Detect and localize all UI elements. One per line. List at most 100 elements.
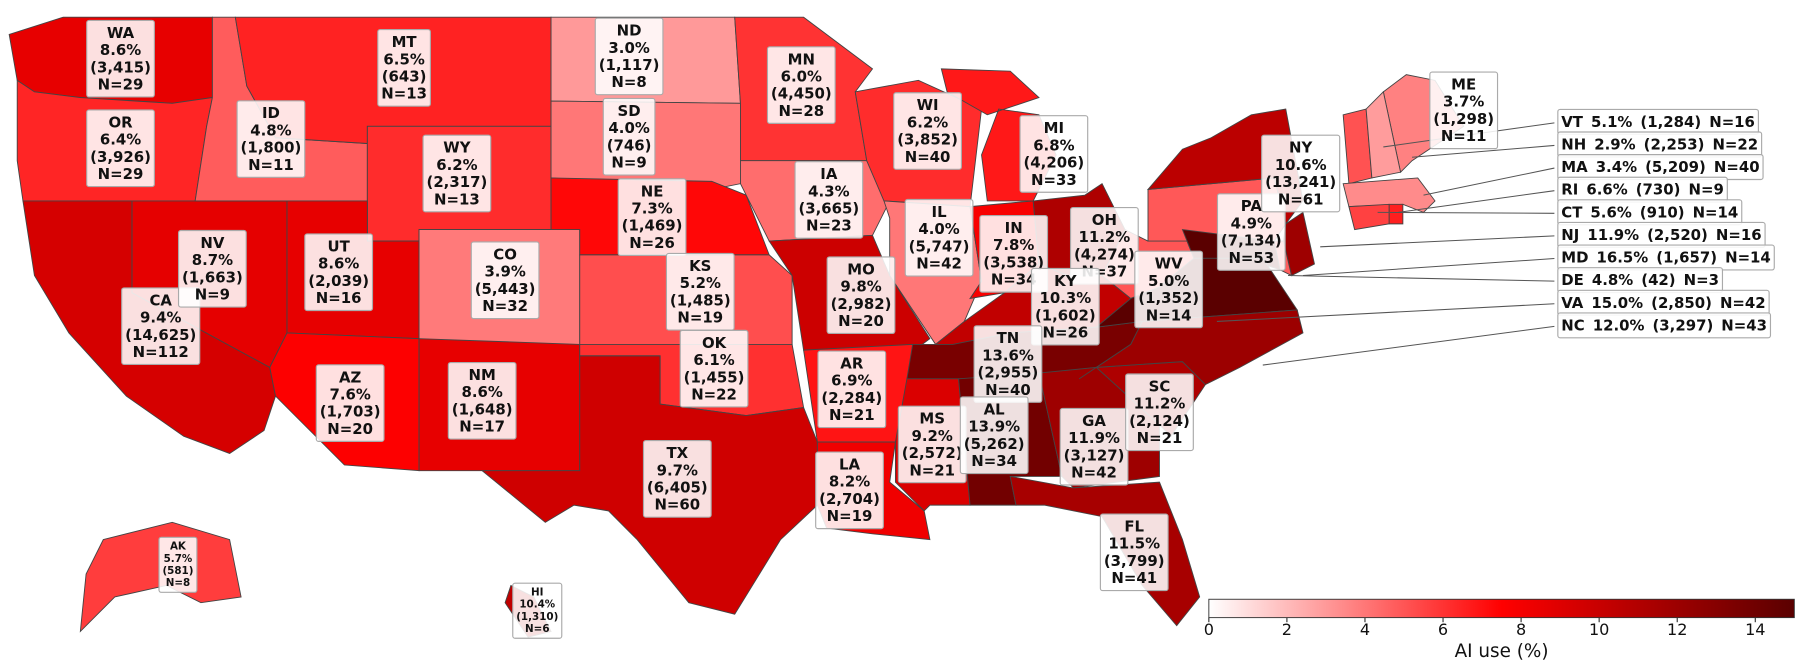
state-label: NM8.6%(1,648)N=17 <box>447 361 517 440</box>
callout-categories: NC <box>1561 316 1584 334</box>
label-categories: WI <box>917 96 939 114</box>
label-categories: OH <box>1092 211 1117 229</box>
callout-categories: MD <box>1561 249 1588 267</box>
label-n-labels: N=61 <box>1278 190 1324 208</box>
label-value-labels: 5.0% <box>1148 272 1189 290</box>
label-n-labels: N=26 <box>1042 323 1088 341</box>
callout-categories: VA <box>1561 294 1584 312</box>
state-label: ND3.0%(1,117)N=8 <box>594 17 664 96</box>
label-value-labels: 3.7% <box>1443 93 1484 111</box>
label-count-labels: (3,665) <box>798 200 859 218</box>
label-value-labels: 8.6% <box>100 41 141 59</box>
state-label: TX9.7%(6,405)N=60 <box>642 440 712 518</box>
colorbar-tick-label: 14 <box>1745 620 1765 639</box>
label-count-labels: (1,455) <box>684 368 745 386</box>
label-n-labels: N=21 <box>1137 429 1183 447</box>
label-count-labels: (1,602) <box>1035 306 1096 324</box>
label-box <box>1069 206 1139 285</box>
callout-count-labels: (42) <box>1641 271 1675 289</box>
label-n-labels: N=33 <box>1031 171 1077 189</box>
state-label: DE 4.8% (42) N=3 <box>1557 267 1724 294</box>
label-box <box>904 198 974 277</box>
label-categories: SD <box>618 102 641 120</box>
label-n-labels: N=29 <box>98 165 144 183</box>
label-count-labels: (13,241) <box>1265 173 1336 191</box>
label-categories: GA <box>1082 412 1106 430</box>
label-categories: MT <box>392 33 418 51</box>
label-value-labels: 9.7% <box>657 461 698 479</box>
label-n-labels: N=42 <box>1071 464 1117 482</box>
state-label: WV5.0%(1,352)N=14 <box>1134 250 1204 329</box>
label-n-labels: N=60 <box>654 496 700 514</box>
label-count-labels: (2,124) <box>1129 412 1190 430</box>
label-n-labels: N=17 <box>459 418 505 436</box>
callout-count-labels: (1,284) <box>1640 113 1701 131</box>
callout-n-labels: N=42 <box>1720 294 1766 312</box>
label-box <box>86 19 155 98</box>
label-box <box>236 100 306 178</box>
callout-text: MA 3.4% (5,209) N=40 <box>1561 158 1759 176</box>
label-count-labels: (4,206) <box>1023 154 1084 172</box>
label-box <box>1557 312 1772 339</box>
label-count-labels: (5,443) <box>475 280 536 298</box>
label-n-labels: N=9 <box>195 286 230 304</box>
label-value-labels: 6.0% <box>781 67 822 85</box>
label-value-labels: 6.9% <box>831 372 872 390</box>
label-box <box>1216 193 1286 271</box>
label-count-labels: (2,039) <box>308 272 369 290</box>
label-categories: CO <box>493 245 517 263</box>
callout-n-labels: N=9 <box>1689 181 1724 199</box>
callout-n-labels: N=22 <box>1712 135 1758 153</box>
label-value-labels: 8.6% <box>318 255 359 273</box>
callout-value-labels: 2.9% <box>1594 135 1635 153</box>
label-count-labels: (4,274) <box>1074 245 1135 263</box>
state-label: CO3.9%(5,443)N=32 <box>470 241 540 320</box>
callout-count-labels: (2,520) <box>1647 226 1708 244</box>
label-count-labels: (7,134) <box>1221 232 1282 250</box>
label-categories: AL <box>984 400 1006 418</box>
map-root: WA8.6%(3,415)N=29OR6.4%(3,926)N=29CA9.4%… <box>8 16 1795 662</box>
label-box <box>594 17 664 96</box>
colorbar-tick-label: 2 <box>1282 620 1292 639</box>
state-label: MT6.5%(643)N=13 <box>377 29 431 107</box>
label-categories: WY <box>443 139 470 157</box>
label-box <box>617 178 687 256</box>
label-count-labels: (1,310) <box>516 611 558 623</box>
label-n-labels: N=13 <box>434 190 480 208</box>
label-box <box>1261 134 1341 213</box>
label-value-labels: 5.7% <box>164 553 193 565</box>
state-label: MS9.2%(2,572)N=21 <box>897 405 967 484</box>
label-count-labels: (3,926) <box>90 148 151 166</box>
label-count-labels: (581) <box>162 565 193 577</box>
leader-line <box>1320 235 1555 248</box>
label-count-labels: (1,298) <box>1433 110 1494 128</box>
label-categories: AR <box>840 354 864 372</box>
label-value-labels: 9.2% <box>912 427 953 445</box>
state-label: MI6.8%(4,206)N=33 <box>1019 115 1089 193</box>
label-count-labels: (643) <box>382 67 427 85</box>
label-value-labels: 6.5% <box>383 50 424 68</box>
callout-text: VT 5.1% (1,284) N=16 <box>1561 113 1755 131</box>
callout-count-labels: (5,209) <box>1645 158 1706 176</box>
label-categories: IL <box>932 203 948 221</box>
label-box <box>679 329 749 408</box>
callout-categories: RI <box>1561 181 1578 199</box>
callout-count-labels: (730) <box>1636 181 1681 199</box>
label-value-labels: 6.4% <box>100 131 141 149</box>
label-box <box>422 134 492 213</box>
label-count-labels: (5,747) <box>909 237 970 255</box>
state <box>1388 203 1404 225</box>
label-count-labels: (4,450) <box>771 85 832 103</box>
callout-value-labels: 11.9% <box>1587 226 1639 244</box>
label-value-labels: 11.9% <box>1068 429 1120 447</box>
label-categories: AZ <box>339 368 362 386</box>
label-n-labels: N=112 <box>133 343 189 361</box>
callout-value-labels: 16.5% <box>1597 249 1649 267</box>
label-box <box>1099 513 1169 592</box>
state-label: MA 3.4% (5,209) N=40 <box>1557 154 1764 181</box>
label-n-labels: N=19 <box>827 507 873 525</box>
